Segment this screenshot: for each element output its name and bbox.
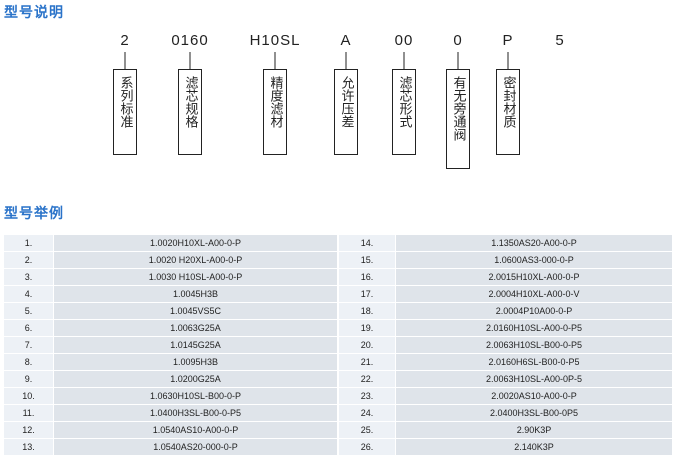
example-number: 2. (4, 252, 53, 268)
example-code: 2.0063H10SL-A00-0P-5 (395, 371, 672, 387)
example-code: 1.0063G25A (53, 320, 337, 336)
example-number: 22. (337, 371, 395, 387)
table-row: 11. 1.0400H3SL-B00-0-P5 24. 2.0400H3SL-B00-… (4, 405, 672, 421)
table-row: 8. 1.0095H3B 21. 2.0160H6SL-B00-0-P5 (4, 354, 672, 370)
example-number: 11. (4, 405, 53, 421)
code-part-extra: 5 (555, 32, 565, 49)
example-code: 2.0063H10SL-B00-0-P5 (395, 337, 672, 353)
example-code: 1.0030 H10SL-A00-0-P (53, 269, 337, 285)
example-number: 13. (4, 439, 53, 455)
example-code: 1.0400H3SL-B00-0-P5 (53, 405, 337, 421)
example-code: 2.0160H10SL-A00-0-P5 (395, 320, 672, 336)
connector-line (189, 52, 191, 69)
example-code: 1.0045H3B (53, 286, 337, 302)
example-code: 1.0145G25A (53, 337, 337, 353)
example-number: 4. (4, 286, 53, 302)
desc-series-standard: 系列标准 (113, 69, 137, 155)
table-row: 3. 1.0030 H10SL-A00-0-P 16. 2.0015H10XL-A00… (4, 269, 672, 285)
code-part-pressure: A (340, 32, 352, 49)
model-examples-table: 1. 1.0020H10XL-A00-0-P 14. 1.1350AS20-A00-0… (4, 234, 672, 456)
desc-precision-media: 精度滤材 (263, 69, 287, 155)
example-code: 2.0015H10XL-A00-0-P (395, 269, 672, 285)
example-number: 20. (337, 337, 395, 353)
code-part-size: 0160 (171, 32, 209, 49)
connector-line (124, 52, 126, 69)
example-number: 5. (4, 303, 53, 319)
example-code: 2.0020AS10-A00-0-P (395, 388, 672, 404)
example-number: 6. (4, 320, 53, 336)
model-examples-heading: 型号举例 (4, 206, 64, 222)
example-number: 21. (337, 354, 395, 370)
example-code: 2.0160H6SL-B00-0-P5 (395, 354, 672, 370)
code-part-series: 2 (120, 32, 130, 49)
table-row: 9. 1.0200G25A 22. 2.0063H10SL-A00-0P-5 (4, 371, 672, 387)
table-row: 12. 1.0540AS10-A00-0-P 25. 2.90K3P (4, 422, 672, 438)
example-code: 1.0540AS20-000-0-P (53, 439, 337, 455)
desc-element-size: 滤芯规格 (178, 69, 202, 155)
example-number: 23. (337, 388, 395, 404)
example-number: 3. (4, 269, 53, 285)
example-number: 18. (337, 303, 395, 319)
example-number: 7. (4, 337, 53, 353)
example-number: 1. (4, 235, 53, 251)
table-row: 5. 1.0045VS5C 18. 2.0004P10A00-0-P (4, 303, 672, 319)
example-number: 9. (4, 371, 53, 387)
example-code: 2.90K3P (395, 422, 672, 438)
desc-bypass-valve: 有无旁通阀 (446, 69, 470, 169)
example-code: 2.140K3P (395, 439, 672, 455)
example-number: 12. (4, 422, 53, 438)
table-row: 2. 1.0020 H20XL-A00-0-P 15. 1.0600AS3-000-0… (4, 252, 672, 268)
example-code: 2.0004H10XL-A00-0-V (395, 286, 672, 302)
example-code: 1.0600AS3-000-0-P (395, 252, 672, 268)
table-row: 7. 1.0145G25A 20. 2.0063H10SL-B00-0-P5 (4, 337, 672, 353)
code-part-media: H10SL (249, 32, 301, 49)
example-code: 1.1350AS20-A00-0-P (395, 235, 672, 251)
table-row: 13. 1.0540AS20-000-0-P 26. 2.140K3P (4, 439, 672, 455)
example-number: 10. (4, 388, 53, 404)
connector-line (345, 52, 347, 69)
example-number: 25. (337, 422, 395, 438)
example-code: 1.0630H10SL-B00-0-P (53, 388, 337, 404)
example-number: 26. (337, 439, 395, 455)
example-code: 1.0045VS5C (53, 303, 337, 319)
example-number: 8. (4, 354, 53, 370)
example-code: 1.0200G25A (53, 371, 337, 387)
code-part-type: 00 (394, 32, 414, 49)
connector-line (274, 52, 276, 69)
connector-line (457, 52, 459, 69)
example-number: 16. (337, 269, 395, 285)
example-code: 2.0004P10A00-0-P (395, 303, 672, 319)
code-part-seal: P (502, 32, 514, 49)
example-code: 2.0400H3SL-B00-0P5 (395, 405, 672, 421)
desc-element-type: 滤芯形式 (392, 69, 416, 155)
example-code: 1.0095H3B (53, 354, 337, 370)
table-row: 10. 1.0630H10SL-B00-0-P 23. 2.0020AS10-A00-… (4, 388, 672, 404)
connector-line (403, 52, 405, 69)
example-number: 24. (337, 405, 395, 421)
model-explanation-heading: 型号说明 (4, 5, 64, 21)
desc-seal-material: 密封材质 (496, 69, 520, 155)
example-number: 14. (337, 235, 395, 251)
example-code: 1.0020 H20XL-A00-0-P (53, 252, 337, 268)
table-row: 4. 1.0045H3B 17. 2.0004H10XL-A00-0-V (4, 286, 672, 302)
connector-line (507, 52, 509, 69)
example-number: 19. (337, 320, 395, 336)
example-number: 15. (337, 252, 395, 268)
table-row: 6. 1.0063G25A 19. 2.0160H10SL-A00-0-P5 (4, 320, 672, 336)
desc-allowed-pressure: 允许压差 (334, 69, 358, 155)
example-code: 1.0020H10XL-A00-0-P (53, 235, 337, 251)
table-row: 1. 1.0020H10XL-A00-0-P 14. 1.1350AS20-A00-0… (4, 235, 672, 251)
example-number: 17. (337, 286, 395, 302)
example-code: 1.0540AS10-A00-0-P (53, 422, 337, 438)
code-part-bypass: 0 (453, 32, 463, 49)
